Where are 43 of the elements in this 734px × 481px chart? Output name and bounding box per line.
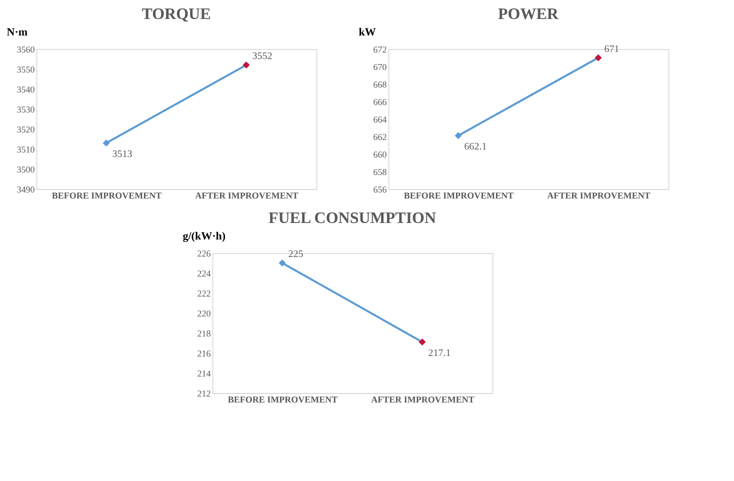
data-label: 662.1 [464, 142, 487, 153]
y-tick-label: 212 [197, 388, 211, 398]
y-tick-label: 672 [373, 44, 387, 54]
y-tick-label: 662 [373, 132, 387, 142]
y-tick-label: 216 [197, 348, 212, 358]
x-tick-label: BEFORE IMPROVEMENT [404, 190, 514, 200]
y-tick-label: 3560 [16, 44, 36, 54]
x-tick-label: BEFORE IMPROVEMENT [228, 394, 338, 404]
chart-title: TORQUE [142, 6, 211, 23]
y-tick-label: 3530 [16, 104, 36, 114]
x-tick-label: AFTER IMPROVEMENT [371, 394, 474, 404]
y-axis-title: N·m [6, 26, 28, 38]
y-tick-label: 224 [197, 268, 212, 278]
y-tick-label: 664 [373, 114, 388, 124]
y-tick-label: 666 [373, 97, 388, 107]
y-tick-label: 3540 [16, 84, 36, 94]
data-label: 671 [604, 44, 620, 55]
y-tick-label: 218 [197, 328, 212, 338]
y-tick-label: 670 [373, 62, 388, 72]
y-tick-label: 226 [197, 248, 212, 258]
y-tick-label: 220 [197, 308, 212, 318]
y-tick-label: 660 [373, 150, 388, 160]
y-tick-label: 668 [373, 80, 388, 90]
data-label: 3513 [112, 149, 132, 160]
y-tick-label: 3550 [16, 64, 36, 74]
y-tick-label: 222 [197, 288, 211, 298]
chart-title: POWER [498, 6, 559, 23]
y-tick-label: 3510 [16, 144, 36, 154]
y-tick-label: 3520 [16, 124, 36, 134]
y-tick-label: 214 [197, 368, 212, 378]
x-tick-label: BEFORE IMPROVEMENT [52, 190, 162, 200]
data-label: 217.1 [428, 348, 451, 359]
y-tick-label: 3490 [16, 184, 36, 194]
x-tick-label: AFTER IMPROVEMENT [547, 190, 650, 200]
y-tick-label: 658 [373, 167, 388, 177]
data-label: 225 [288, 249, 304, 260]
data-label: 3552 [252, 51, 272, 62]
y-tick-label: 3500 [16, 164, 36, 174]
chart-title: FUEL CONSUMPTION [268, 210, 436, 227]
y-tick-label: 656 [373, 184, 388, 194]
y-axis-title: g/(kW·h) [182, 230, 226, 242]
x-tick-label: AFTER IMPROVEMENT [195, 190, 298, 200]
y-axis-title: kW [358, 26, 376, 38]
